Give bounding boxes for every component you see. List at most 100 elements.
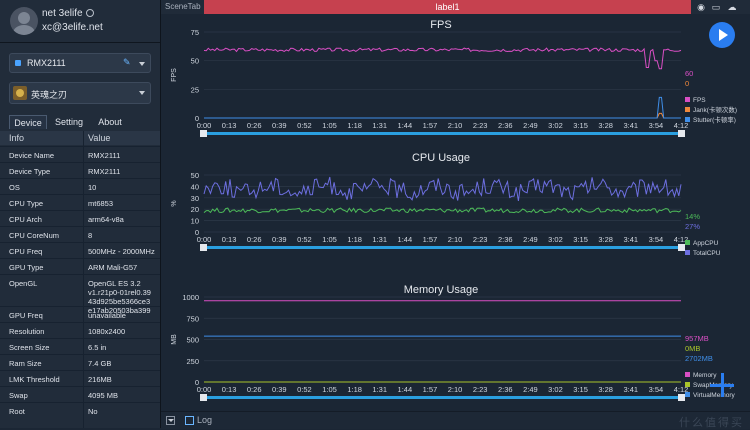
game-select[interactable]: 英魂之刃 bbox=[9, 82, 151, 104]
folder-icon[interactable]: ▭ bbox=[711, 2, 721, 12]
tab-about[interactable]: About bbox=[98, 117, 122, 127]
charts-area: FPS FPS 0 25 50 75 0:00 0:13 0:26 0:39 0:52 1:05 1:1… bbox=[171, 19, 737, 401]
scene-tab[interactable]: SceneTab bbox=[165, 2, 201, 11]
cloud-icon[interactable]: ☁ bbox=[727, 2, 737, 12]
play-button[interactable] bbox=[709, 22, 735, 48]
x-tick-label: 0:13 bbox=[222, 121, 237, 130]
x-tick-label: 0:39 bbox=[272, 385, 287, 394]
series-line bbox=[203, 176, 682, 201]
info-key: GPU Type bbox=[9, 263, 44, 272]
sidebar: net 3elife xc@3elife.net RMX2111 ✎ 英魂之刃 … bbox=[0, 0, 161, 428]
info-row: CPU CoreNum 8 bbox=[0, 226, 160, 243]
x-tick-label: 0:00 bbox=[197, 385, 212, 394]
x-tick-label: 1:18 bbox=[347, 385, 362, 394]
slider-handle-left bbox=[200, 394, 207, 401]
x-tick-label: 3:54 bbox=[649, 235, 664, 244]
add-button[interactable] bbox=[709, 372, 735, 398]
x-tick-label: 2:23 bbox=[473, 385, 488, 394]
x-tick-label: 4:12 bbox=[674, 235, 689, 244]
header-value: Value bbox=[88, 133, 111, 143]
legend-entry: AppCPU bbox=[693, 240, 719, 247]
info-row: Root No bbox=[0, 402, 160, 419]
info-table-header: Info Value bbox=[0, 131, 160, 145]
time-slider bbox=[204, 396, 681, 399]
info-key: Resolution bbox=[9, 327, 45, 336]
x-tick-label: 2:23 bbox=[473, 235, 488, 244]
x-tick-label: 0:52 bbox=[297, 121, 312, 130]
legend-entry: TotalCPU bbox=[693, 250, 721, 257]
x-tick-label: 0:26 bbox=[247, 385, 262, 394]
x-tick-label: 2:23 bbox=[473, 121, 488, 130]
edit-icon[interactable]: ✎ bbox=[123, 57, 131, 67]
info-value: unavailable bbox=[88, 311, 126, 320]
x-tick-label: 1:18 bbox=[347, 121, 362, 130]
info-key: GPU Freq bbox=[9, 311, 43, 320]
x-tick-label: 3:54 bbox=[649, 121, 664, 130]
y-axis-label: % bbox=[171, 200, 178, 206]
info-value: RMX2111 bbox=[88, 151, 121, 160]
x-tick-label: 0:39 bbox=[272, 235, 287, 244]
power-icon[interactable] bbox=[85, 9, 94, 17]
main-panel: SceneTab label1 ◉ ▭ ☁ FPS FPS 0 25 50 75 0:00 0… bbox=[161, 0, 750, 429]
info-row: Screen Size 6.5 in bbox=[0, 338, 160, 355]
device-select-value: RMX2111 bbox=[27, 58, 66, 68]
current-value: 0MB bbox=[685, 344, 700, 353]
x-tick-label: 3:15 bbox=[573, 385, 588, 394]
x-tick-label: 2:36 bbox=[498, 385, 513, 394]
info-value: No bbox=[88, 407, 98, 416]
info-value: 10 bbox=[88, 183, 97, 192]
slider-handle-right bbox=[678, 244, 685, 251]
slider-handle-left bbox=[200, 244, 207, 251]
current-value: 60 bbox=[685, 69, 693, 78]
device-icon bbox=[15, 60, 21, 66]
legend-swatch bbox=[685, 372, 690, 377]
watermark: 什么值得买 bbox=[679, 417, 744, 429]
legend-swatch bbox=[685, 117, 690, 122]
x-tick-label: 3:41 bbox=[623, 385, 638, 394]
info-value: 1080x2400 bbox=[88, 327, 126, 336]
y-tick-label: 25 bbox=[191, 85, 199, 94]
legend-swatch bbox=[685, 382, 690, 387]
y-tick-label: 50 bbox=[191, 57, 199, 66]
x-tick-label: 1:44 bbox=[398, 385, 413, 394]
info-key: CPU CoreNum bbox=[9, 231, 60, 240]
tab-setting[interactable]: Setting bbox=[54, 117, 84, 127]
slider-handle-right bbox=[678, 130, 685, 137]
x-tick-label: 1:05 bbox=[322, 121, 337, 130]
x-tick-label: 0:00 bbox=[197, 121, 212, 130]
x-tick-label: 1:31 bbox=[372, 235, 387, 244]
x-tick-label: 0:52 bbox=[297, 235, 312, 244]
x-tick-label: 0:13 bbox=[222, 235, 237, 244]
location-icon[interactable]: ◉ bbox=[697, 2, 705, 12]
avatar[interactable] bbox=[10, 7, 38, 35]
info-key: Device Type bbox=[9, 167, 51, 176]
legend-entry: FPS bbox=[693, 97, 706, 104]
y-tick-label: 30 bbox=[191, 194, 199, 203]
x-tick-label: 2:49 bbox=[523, 121, 538, 130]
info-key: Swap bbox=[9, 391, 28, 400]
user-email: xc@3elife.net bbox=[42, 22, 103, 33]
bottom-bar: Log 什么值得买 bbox=[161, 411, 750, 429]
x-tick-label: 3:28 bbox=[598, 235, 613, 244]
game-icon bbox=[13, 86, 27, 100]
x-tick-label: 0:52 bbox=[297, 385, 312, 394]
current-value: 27% bbox=[685, 222, 700, 231]
info-value: 8 bbox=[88, 231, 93, 240]
device-select[interactable]: RMX2111 ✎ bbox=[9, 53, 151, 73]
column-divider bbox=[83, 131, 84, 428]
x-tick-label: 1:44 bbox=[398, 121, 413, 130]
info-row: Swap 4095 MB bbox=[0, 386, 160, 403]
current-value: 2702MB bbox=[685, 354, 713, 363]
scroll-down-button[interactable] bbox=[166, 416, 175, 425]
info-row: LMK Threshold 216MB bbox=[0, 370, 160, 387]
x-tick-label: 3:02 bbox=[548, 121, 563, 130]
y-tick-label: 40 bbox=[191, 182, 199, 191]
tab-device[interactable]: Device bbox=[9, 115, 47, 129]
info-value: 216MB bbox=[88, 375, 112, 384]
x-tick-label: 1:44 bbox=[398, 235, 413, 244]
series-line bbox=[203, 47, 682, 70]
divider bbox=[0, 42, 160, 43]
log-checkbox[interactable] bbox=[185, 416, 194, 425]
legend-swatch bbox=[685, 240, 690, 245]
y-tick-label: 75 bbox=[191, 28, 199, 37]
